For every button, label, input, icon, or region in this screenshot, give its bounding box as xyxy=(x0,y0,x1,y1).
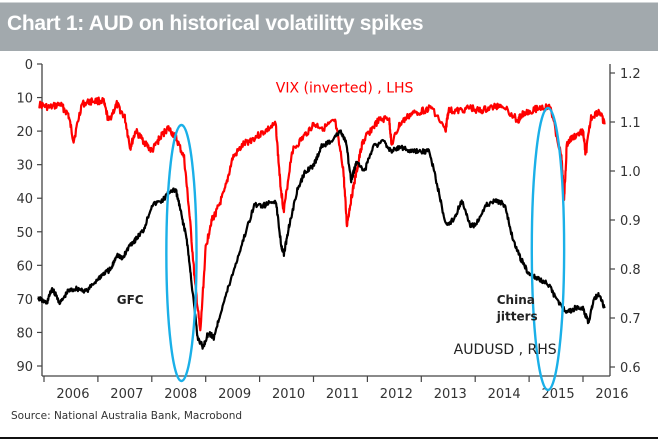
right-tick-label: 1.1 xyxy=(620,116,641,131)
left-tick-label: 70 xyxy=(16,293,33,308)
title-bar: Chart 1: AUD on historical volatilitty s… xyxy=(0,2,658,51)
left-tick-label: 20 xyxy=(16,125,33,140)
x-tick-label: 2013 xyxy=(434,387,467,402)
x-tick-label: 2008 xyxy=(164,387,197,402)
gfc-label: GFC xyxy=(117,293,144,307)
left-tick-label: 40 xyxy=(16,192,33,207)
left-tick-label: 90 xyxy=(16,360,33,375)
left-tick-label: 10 xyxy=(16,92,33,107)
x-tick-label: 2016 xyxy=(595,387,628,402)
right-tick-label: 0.7 xyxy=(620,312,641,327)
audusd-series-line xyxy=(37,129,606,350)
jitters-label: jitters xyxy=(496,310,538,324)
right-tick-label: 1.2 xyxy=(620,67,641,82)
audusd-series-label: AUDUSD , RHS xyxy=(454,342,557,358)
x-tick-label: 2012 xyxy=(380,387,413,402)
chart-title: Chart 1: AUD on historical volatilitty s… xyxy=(7,12,424,35)
x-tick-label: 2015 xyxy=(542,387,575,402)
left-tick-label: 30 xyxy=(16,159,33,174)
china-jitters-highlight-ellipse xyxy=(530,106,566,392)
vix-series-label: VIX (inverted) , LHS xyxy=(276,80,414,96)
highlight-layer xyxy=(165,106,566,392)
right-tick-label: 0.6 xyxy=(620,361,641,376)
gfc-highlight-ellipse xyxy=(165,123,198,383)
left-tick-label: 0 xyxy=(25,58,33,73)
left-tick-label: 80 xyxy=(16,326,33,341)
series-layer xyxy=(37,96,606,350)
left-tick-label: 60 xyxy=(16,259,33,274)
x-tick-label: 2006 xyxy=(56,387,89,402)
x-tick-label: 2007 xyxy=(110,387,143,402)
right-tick-label: 0.8 xyxy=(620,263,641,278)
right-tick-label: 0.9 xyxy=(620,214,641,229)
china-label: China xyxy=(497,293,535,307)
x-tick-label: 2009 xyxy=(218,387,251,402)
x-tick-label: 2010 xyxy=(272,387,305,402)
source-note: Source: National Australia Bank, Macrobo… xyxy=(11,410,243,422)
x-tick-label: 2011 xyxy=(326,387,359,402)
left-tick-label: 50 xyxy=(16,226,33,241)
bottom-rule xyxy=(0,437,658,439)
right-tick-label: 1.0 xyxy=(620,165,641,180)
annotation-layer: GFC China jitters VIX (inverted) , LHS AUDUS… xyxy=(117,80,557,358)
axes: 0 10 20 30 40 50 60 70 80 90 0.6 0.7 0.8 0.9 1.0 1.1 1.2… xyxy=(16,58,640,402)
x-tick-label: 2014 xyxy=(488,387,521,402)
vix-series-line xyxy=(38,96,606,332)
